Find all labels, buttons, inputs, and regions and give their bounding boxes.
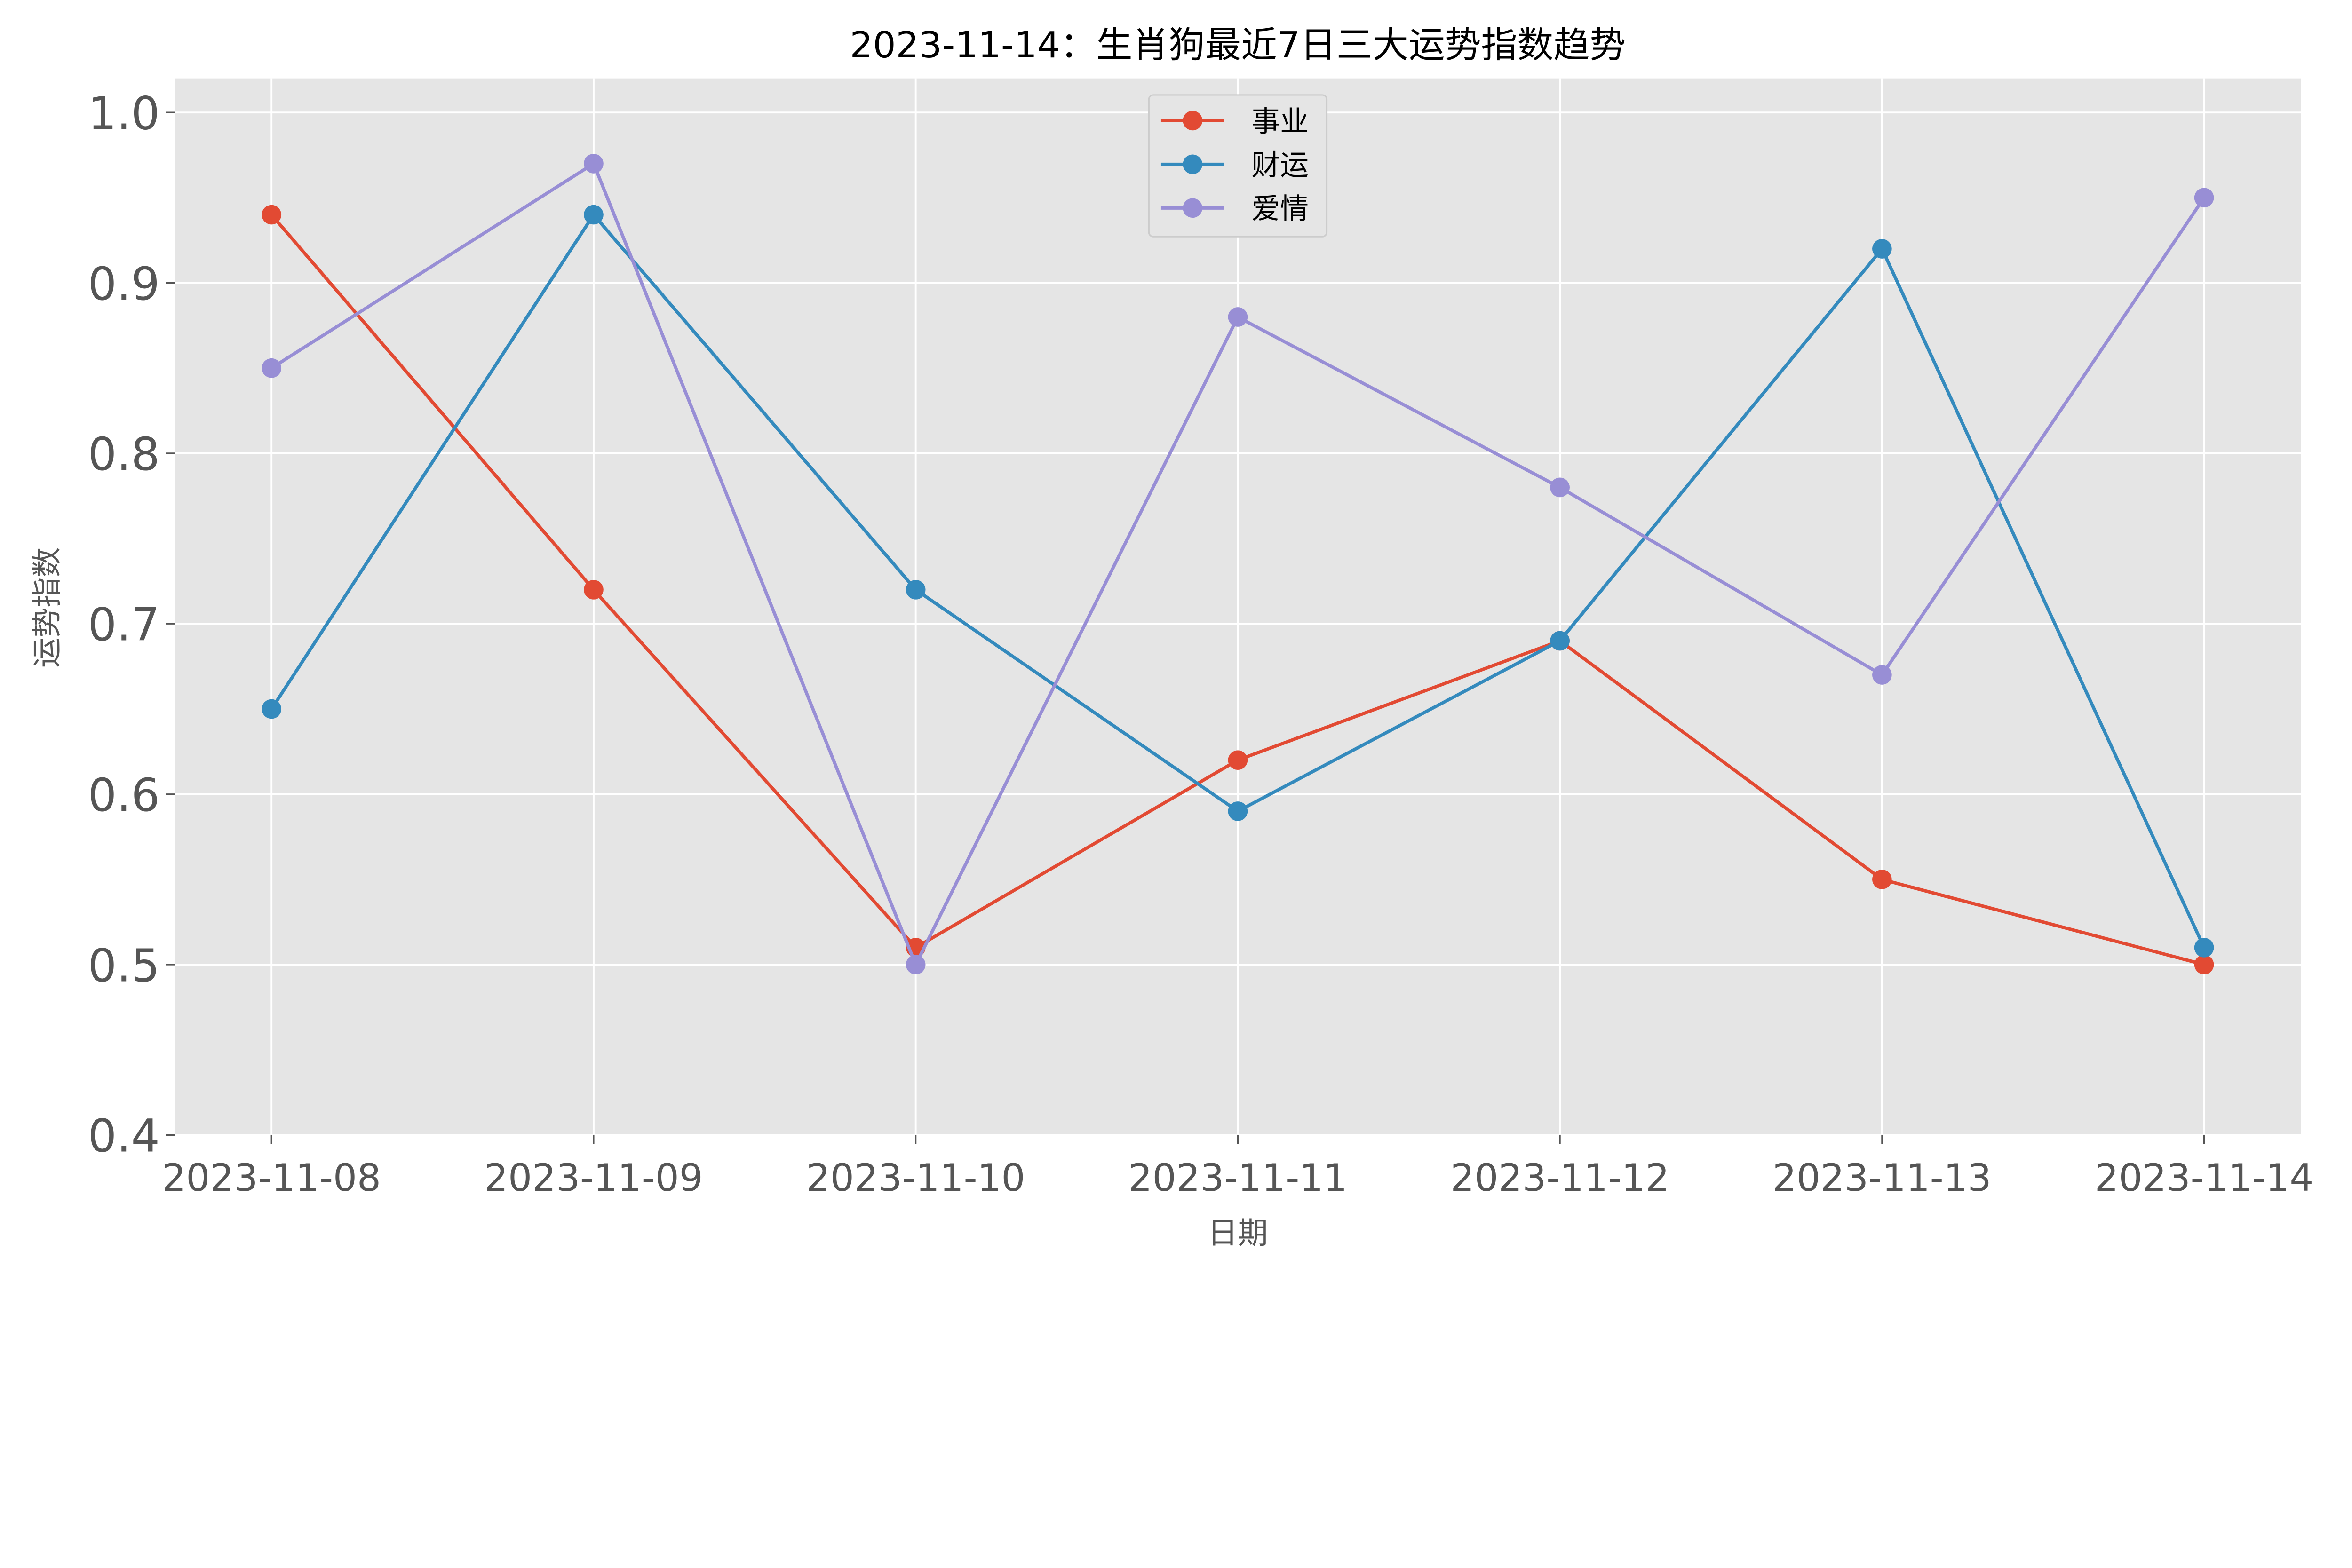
y-tick-label: 0.6: [88, 769, 160, 822]
data-point: [262, 699, 282, 719]
series-group: [262, 154, 2214, 974]
data-point: [1872, 239, 1892, 259]
data-point: [262, 205, 282, 225]
data-point: [906, 579, 926, 600]
legend-label: 爱情: [1251, 192, 1309, 226]
y-tick-label: 1.0: [88, 87, 160, 140]
y-tick-label: 0.4: [88, 1110, 160, 1163]
x-axis: 2023-11-08 2023-11-09 2023-11-10 2023-11-11…: [162, 1135, 2313, 1200]
data-point: [584, 579, 604, 600]
legend-label: 事业: [1251, 105, 1309, 138]
data-point: [584, 205, 604, 225]
x-tick-label: 2023-11-11: [1128, 1156, 1348, 1200]
x-axis-label: 日期: [1208, 1216, 1268, 1251]
x-tick-label: 2023-11-10: [806, 1156, 1025, 1200]
x-tick-label: 2023-11-14: [2095, 1156, 2314, 1200]
x-tick-label: 2023-11-12: [1450, 1156, 1669, 1200]
data-point: [1550, 631, 1570, 651]
data-point: [1228, 307, 1248, 327]
data-point: [2194, 188, 2214, 208]
y-tick-label: 0.7: [88, 599, 160, 651]
y-axis-label: 运势指数: [30, 547, 65, 667]
data-point: [1872, 665, 1892, 685]
legend-label: 财运: [1251, 149, 1309, 182]
line-chart: 0.40.50.60.70.80.91.0 2023-11-08 2023-11-…: [30, 24, 2314, 1251]
legend-marker: [1183, 154, 1203, 174]
y-axis: 0.4 0.5 0.6 0.7 0.8 0.9 1.0: [88, 87, 175, 1163]
y-tick-label: 0.5: [88, 939, 160, 992]
data-point: [2194, 937, 2214, 958]
data-point: [1872, 870, 1892, 889]
data-point: [262, 358, 282, 378]
data-point: [906, 955, 926, 974]
chart-title: 2023-11-14：生肖狗最近7日三大运势指数趋势: [850, 24, 1626, 66]
data-point: [1228, 801, 1248, 821]
y-tick-label: 0.8: [88, 428, 160, 481]
data-point: [1550, 477, 1570, 498]
legend-marker: [1183, 111, 1203, 131]
data-point: [584, 154, 604, 174]
data-point: [1228, 750, 1248, 770]
x-tick-label: 2023-11-08: [162, 1156, 381, 1200]
legend-marker: [1183, 198, 1203, 218]
x-tick-label: 2023-11-13: [1772, 1156, 1992, 1200]
x-tick-label: 2023-11-09: [484, 1156, 703, 1200]
data-point: [2194, 955, 2214, 974]
y-tick-label: 0.9: [88, 258, 160, 310]
